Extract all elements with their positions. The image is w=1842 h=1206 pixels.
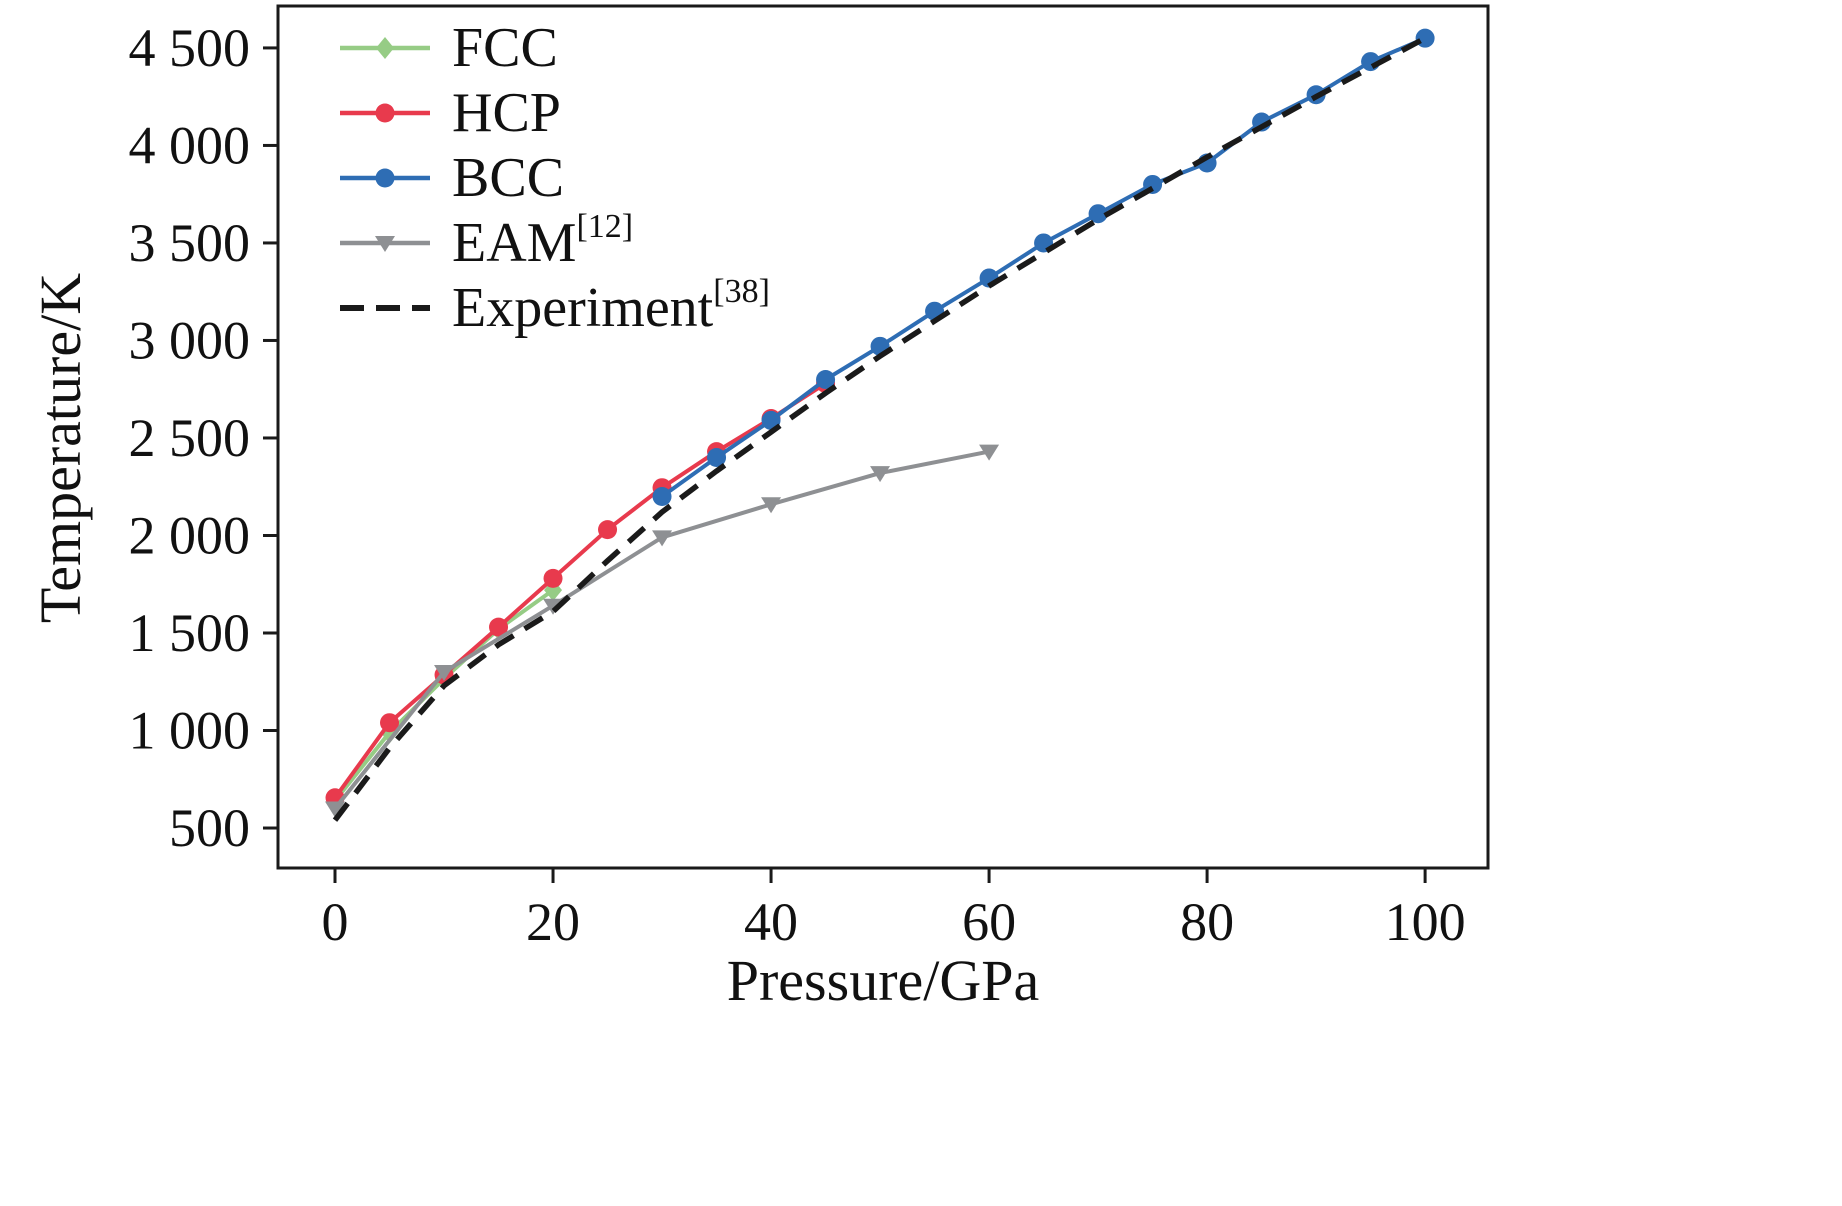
x-tick-label: 80 xyxy=(1180,892,1234,952)
x-tick-label: 20 xyxy=(526,892,580,952)
legend-label-hcp: HCP xyxy=(452,82,561,144)
y-tick-label: 1 000 xyxy=(129,701,251,761)
data-point-marker xyxy=(376,37,394,59)
legend-label-bcc: BCC xyxy=(452,147,564,209)
legend-label-eam: EAM[12] xyxy=(452,208,633,274)
data-point-marker xyxy=(652,530,673,547)
x-tick-label: 60 xyxy=(962,892,1016,952)
x-tick-label: 100 xyxy=(1385,892,1466,952)
series-bcc xyxy=(652,28,1435,506)
y-tick-label: 500 xyxy=(169,798,250,858)
data-point-marker xyxy=(543,568,563,588)
y-tick-label: 3 500 xyxy=(129,213,251,273)
data-point-marker xyxy=(375,236,395,252)
data-point-marker xyxy=(489,617,509,637)
data-point-marker xyxy=(598,520,618,540)
x-tick-label: 40 xyxy=(744,892,798,952)
legend-item-eam: EAM[12] xyxy=(340,208,633,274)
data-point-marker xyxy=(870,466,891,483)
data-point-marker xyxy=(375,168,395,188)
data-point-marker xyxy=(543,598,564,615)
y-tick-label: 4 500 xyxy=(129,18,251,78)
y-tick-label: 2 500 xyxy=(129,408,251,468)
data-point-marker xyxy=(375,103,395,123)
y-tick-label: 3 000 xyxy=(129,310,251,370)
y-tick-label: 2 000 xyxy=(129,505,251,565)
legend-item-experiment: Experiment[38] xyxy=(340,273,770,339)
y-tick-label: 1 500 xyxy=(129,603,251,663)
y-axis-label: Temperature/K xyxy=(28,273,93,623)
data-point-marker xyxy=(434,665,455,682)
series-line-hcp xyxy=(333,381,828,800)
data-point-marker xyxy=(761,497,782,514)
data-point-marker xyxy=(380,713,400,733)
series-eam xyxy=(325,444,1000,818)
legend-item-hcp: HCP xyxy=(340,82,561,144)
series-experiment xyxy=(332,35,1427,822)
data-point-marker xyxy=(652,486,672,506)
data-point-marker xyxy=(1088,204,1108,224)
x-tick-label: 0 xyxy=(322,892,349,952)
legend-label-fcc: FCC xyxy=(452,17,558,79)
x-axis-label: Pressure/GPa xyxy=(727,948,1040,1013)
data-point-marker xyxy=(761,410,781,430)
legend-label-experiment: Experiment[38] xyxy=(452,273,770,339)
y-tick-label: 4 000 xyxy=(129,115,251,175)
series-line-experiment xyxy=(332,35,1427,822)
legend-item-fcc: FCC xyxy=(340,17,558,79)
data-point-marker xyxy=(707,447,727,467)
data-point-marker xyxy=(325,801,346,818)
data-point-marker xyxy=(816,369,836,389)
legend-item-bcc: BCC xyxy=(340,147,564,209)
data-point-marker xyxy=(979,444,1000,461)
